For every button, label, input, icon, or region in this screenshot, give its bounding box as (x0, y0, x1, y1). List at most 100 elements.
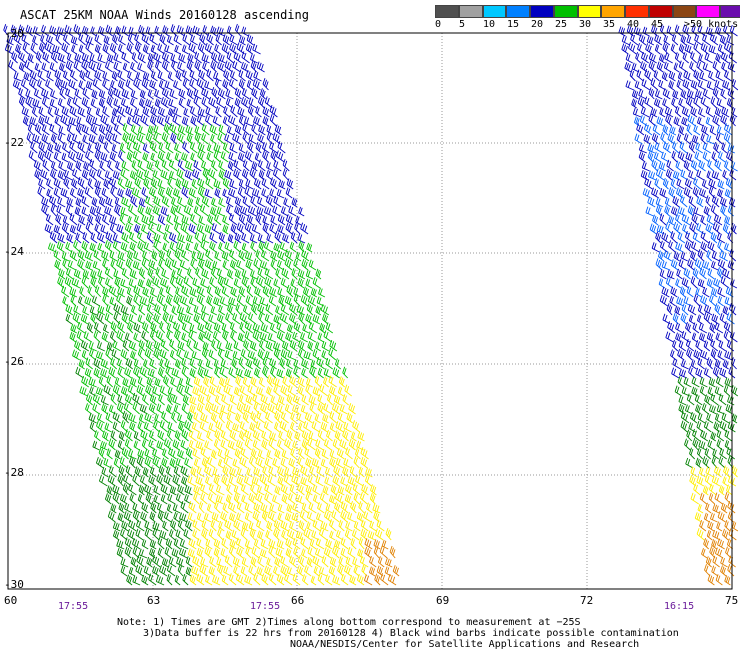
wind-barb (100, 440, 108, 451)
wind-barb (308, 502, 317, 514)
wind-barb (149, 358, 157, 370)
wind-barb (33, 88, 42, 100)
wind-barb (332, 367, 340, 379)
wind-barb (284, 573, 293, 586)
wind-barb (277, 214, 286, 226)
wind-barb (267, 510, 276, 523)
wind-barb (173, 538, 181, 550)
wind-barb (712, 221, 721, 235)
wind-barb (116, 223, 125, 235)
wind-barb (33, 159, 42, 172)
wind-barb (261, 188, 269, 199)
wind-barb (238, 35, 246, 46)
wind-barb (134, 214, 142, 226)
wind-barb (293, 321, 302, 334)
wind-barb (724, 215, 731, 226)
wind-barb (102, 214, 110, 226)
wind-barb (141, 539, 149, 550)
wind-barb (222, 502, 229, 514)
wind-barb (694, 394, 703, 406)
wind-barb (185, 566, 192, 577)
wind-barb (227, 115, 237, 127)
wind-barb (277, 287, 286, 298)
wind-barb (297, 348, 305, 361)
wind-barb (91, 295, 101, 307)
wind-barb (85, 80, 93, 91)
wind-barb (73, 60, 81, 73)
wind-barb (53, 249, 62, 262)
wind-barb (193, 484, 201, 496)
wind-barb (176, 384, 184, 397)
wind-barb (153, 232, 162, 244)
wind-barb (125, 179, 134, 190)
wind-barb (636, 123, 645, 136)
wind-barb (649, 223, 657, 235)
wind-barb (317, 367, 324, 379)
wind-barb (152, 386, 160, 397)
wind-barb (676, 178, 685, 190)
wind-barb (340, 501, 349, 514)
wind-barb (202, 167, 209, 181)
wind-barb (663, 34, 671, 46)
wind-barb (152, 456, 160, 469)
wind-barb (269, 104, 278, 118)
wind-barb (261, 430, 269, 442)
wind-barb (145, 206, 153, 217)
wind-barb (184, 485, 193, 496)
wind-barb (203, 376, 210, 388)
wind-barb (229, 42, 237, 55)
wind-barb (162, 25, 169, 37)
wind-barb (293, 258, 301, 271)
wind-barb (700, 241, 708, 253)
wind-barb (712, 503, 720, 514)
wind-barb (684, 44, 693, 55)
wind-barb (183, 314, 193, 325)
wind-barb (293, 359, 301, 370)
wind-barb (63, 33, 70, 46)
wind-barb (139, 89, 146, 100)
wind-barb (126, 286, 134, 298)
wind-barb (152, 169, 161, 181)
wind-barb (241, 276, 249, 289)
wind-barb (239, 394, 245, 406)
wind-barb (25, 24, 33, 37)
wind-barb (266, 161, 274, 172)
wind-barb (128, 203, 137, 217)
wind-barb (229, 179, 238, 190)
wind-barb (314, 547, 324, 559)
wind-barb (141, 502, 149, 514)
wind-barb (95, 107, 102, 118)
wind-barb (680, 359, 689, 370)
wind-barb (659, 240, 668, 253)
wind-barb (719, 197, 728, 208)
wind-barb (264, 276, 273, 289)
wind-barb (239, 321, 246, 334)
wind-barb (727, 395, 735, 406)
wind-barb (85, 35, 94, 46)
wind-barb (245, 295, 253, 307)
wind-barb (703, 538, 710, 550)
wind-barb (114, 449, 121, 460)
wind-barb (241, 96, 249, 109)
wind-barb (95, 350, 104, 361)
wind-barb (41, 62, 49, 73)
wind-barb (208, 422, 216, 433)
wind-barb (199, 32, 206, 46)
wind-barb (162, 448, 169, 460)
wind-barb (176, 557, 185, 568)
wind-barb (701, 548, 708, 559)
wind-barb (102, 258, 109, 271)
wind-barb (247, 205, 257, 217)
legend-swatch (696, 5, 720, 18)
wind-barb (163, 123, 170, 136)
wind-barb (241, 88, 250, 100)
wind-barb (696, 116, 704, 127)
wind-barb (53, 224, 61, 235)
wind-barb (95, 386, 104, 397)
wind-barb (38, 141, 46, 154)
wind-barb (300, 222, 309, 235)
wind-barb (344, 529, 352, 541)
wind-barb (309, 402, 316, 415)
wind-barb (307, 546, 316, 559)
wind-barb (88, 168, 97, 181)
